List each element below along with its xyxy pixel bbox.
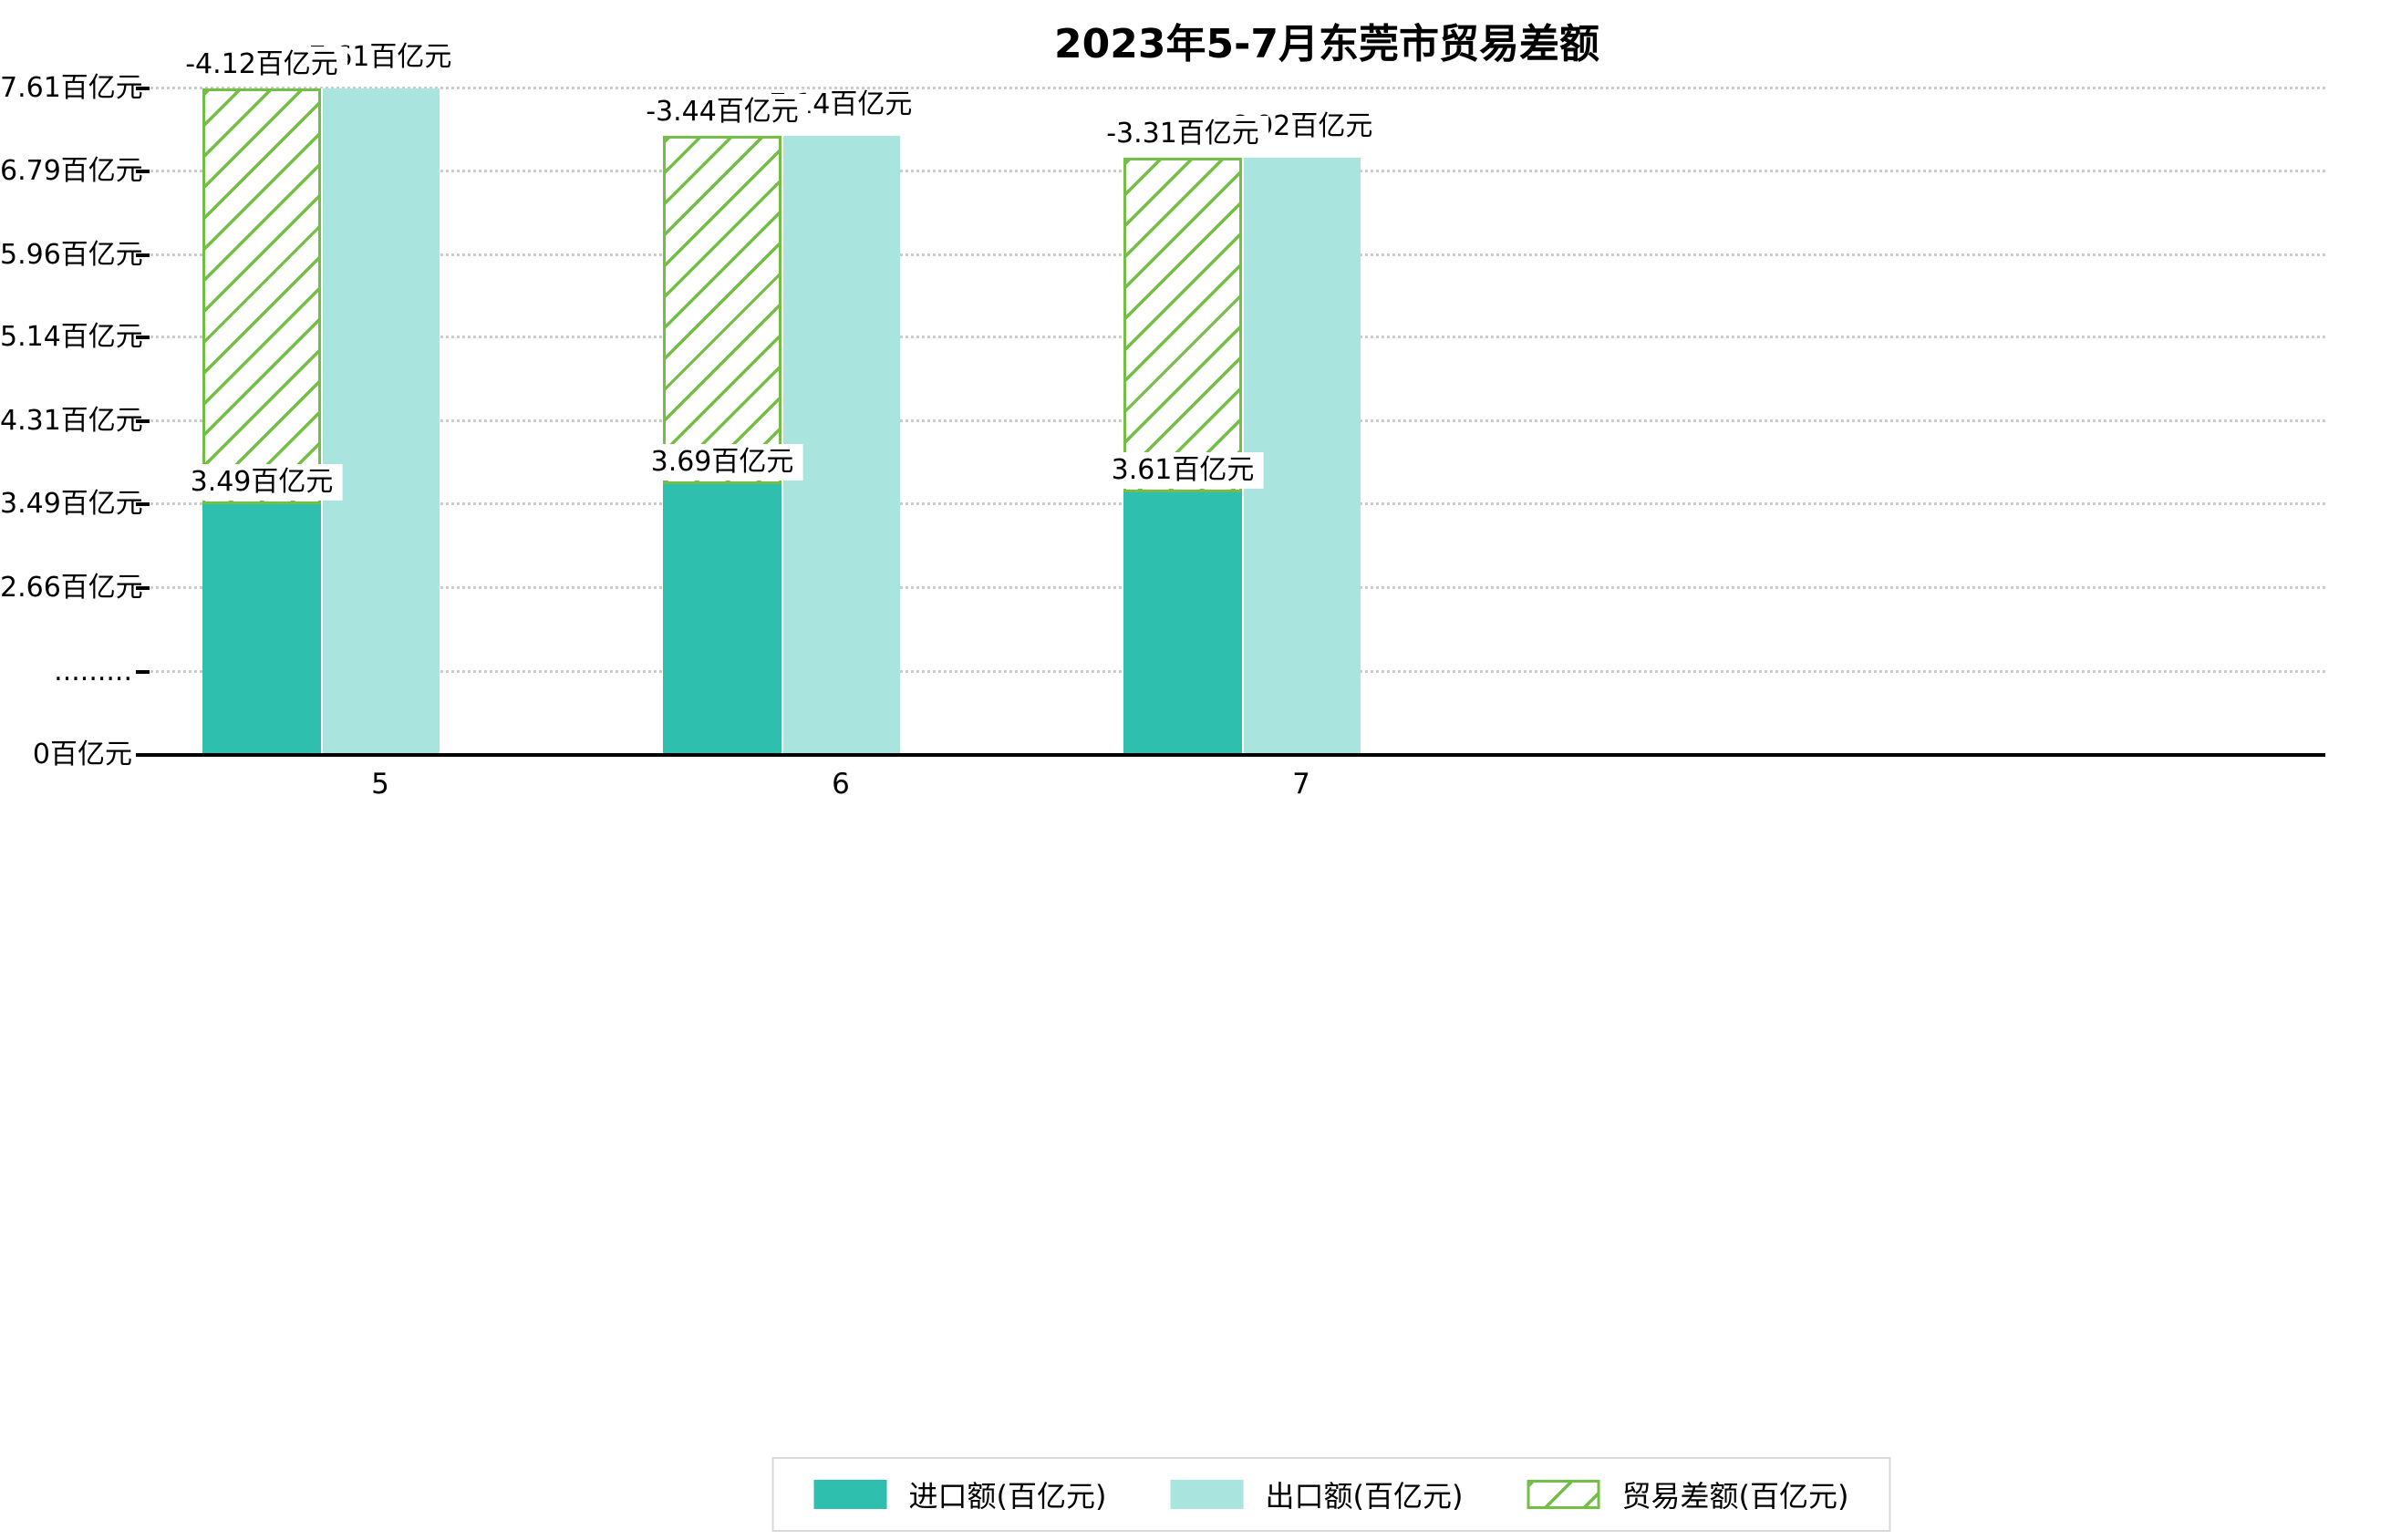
legend-label: 出口额(百亿元)	[1265, 1479, 1464, 1514]
y-tick-mark	[136, 253, 150, 257]
y-tick-label: 5.96百亿元	[0, 239, 143, 271]
deficit-swatch-icon	[1527, 1480, 1600, 1509]
y-tick-mark	[136, 586, 150, 590]
y-tick-label: 7.61百亿元	[0, 72, 143, 104]
legend-label: 贸易差额(百亿元)	[1621, 1479, 1849, 1514]
y-tick-label: 6.79百亿元	[0, 155, 143, 187]
deficit-bar	[202, 88, 321, 504]
legend-item-import: 进口额(百亿元)	[813, 1473, 1107, 1515]
import-bar	[663, 484, 781, 755]
legend: 进口额(百亿元) 出口额(百亿元) 贸易差额(百亿元)	[771, 1457, 1891, 1532]
import-bar	[1123, 492, 1242, 755]
y-tick-label: 0百亿元	[32, 739, 132, 770]
y-tick-label: 2.66百亿元	[0, 572, 143, 604]
deficit-bar	[663, 136, 781, 484]
y-tick-mark	[136, 502, 150, 506]
x-tick-label: 7	[1292, 768, 1310, 801]
y-tick-mark	[136, 753, 150, 757]
y-tick-mark	[136, 419, 150, 423]
chart-title: 2023年5-7月东莞市贸易差额	[1054, 21, 1599, 67]
legend-item-deficit: 贸易差额(百亿元)	[1527, 1473, 1848, 1515]
x-axis-line	[144, 753, 2325, 757]
deficit-value-label: -3.44百亿元	[637, 94, 808, 130]
import-value-label: 3.61百亿元	[1102, 452, 1264, 489]
x-tick-label: 5	[371, 768, 389, 801]
y-tick-label: 4.31百亿元	[0, 405, 143, 437]
deficit-value-label: -3.31百亿元	[1097, 116, 1268, 152]
import-bar	[202, 504, 321, 755]
y-tick-mark	[136, 336, 150, 339]
import-value-label: 3.49百亿元	[181, 464, 343, 501]
y-tick-label: 3.49百亿元	[0, 488, 143, 520]
grid-line	[144, 87, 2325, 89]
y-tick-mark	[136, 170, 150, 173]
y-tick-label: 5.14百亿元	[0, 321, 143, 353]
legend-label: 进口额(百亿元)	[908, 1479, 1107, 1514]
legend-item-export: 出口额(百亿元)	[1170, 1473, 1464, 1515]
x-tick-label: 6	[832, 768, 850, 801]
y-tick-mark	[136, 670, 150, 674]
y-tick-label: .........	[54, 656, 132, 687]
deficit-bar	[1123, 158, 1242, 492]
y-tick-mark	[136, 87, 150, 90]
export-swatch-icon	[1170, 1480, 1244, 1509]
deficit-value-label: -4.12百亿元	[176, 47, 347, 83]
import-swatch-icon	[813, 1480, 887, 1509]
export-bar	[321, 88, 440, 755]
import-value-label: 3.69百亿元	[641, 444, 803, 481]
